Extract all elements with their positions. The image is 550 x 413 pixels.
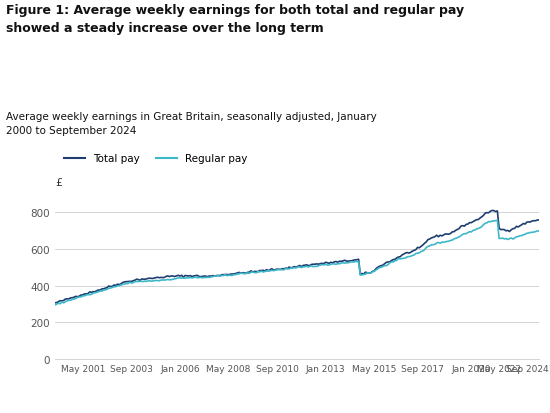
- Total pay: [536, 218, 542, 223]
- Total pay: [450, 230, 457, 235]
- Regular pay: [494, 218, 501, 223]
- Text: Figure 1: Average weekly earnings for both total and regular pay
showed a steady: Figure 1: Average weekly earnings for bo…: [6, 4, 464, 35]
- Total pay: [126, 279, 133, 284]
- Total pay: [350, 258, 357, 263]
- Total pay: [454, 228, 461, 233]
- Line: Total pay: Total pay: [55, 211, 539, 303]
- Total pay: [52, 301, 58, 306]
- Text: £: £: [55, 178, 62, 188]
- Total pay: [489, 209, 496, 214]
- Text: Average weekly earnings in Great Britain, seasonally adjusted, January
2000 to S: Average weekly earnings in Great Britain…: [6, 112, 376, 135]
- Regular pay: [52, 303, 58, 308]
- Regular pay: [284, 266, 291, 271]
- Regular pay: [450, 237, 457, 242]
- Regular pay: [536, 229, 542, 234]
- Regular pay: [350, 260, 357, 265]
- Regular pay: [454, 235, 461, 240]
- Regular pay: [126, 280, 133, 285]
- Line: Regular pay: Regular pay: [55, 221, 539, 305]
- Regular pay: [328, 262, 334, 267]
- Total pay: [328, 260, 334, 265]
- Legend: Total pay, Regular pay: Total pay, Regular pay: [60, 150, 252, 168]
- Total pay: [284, 266, 291, 271]
